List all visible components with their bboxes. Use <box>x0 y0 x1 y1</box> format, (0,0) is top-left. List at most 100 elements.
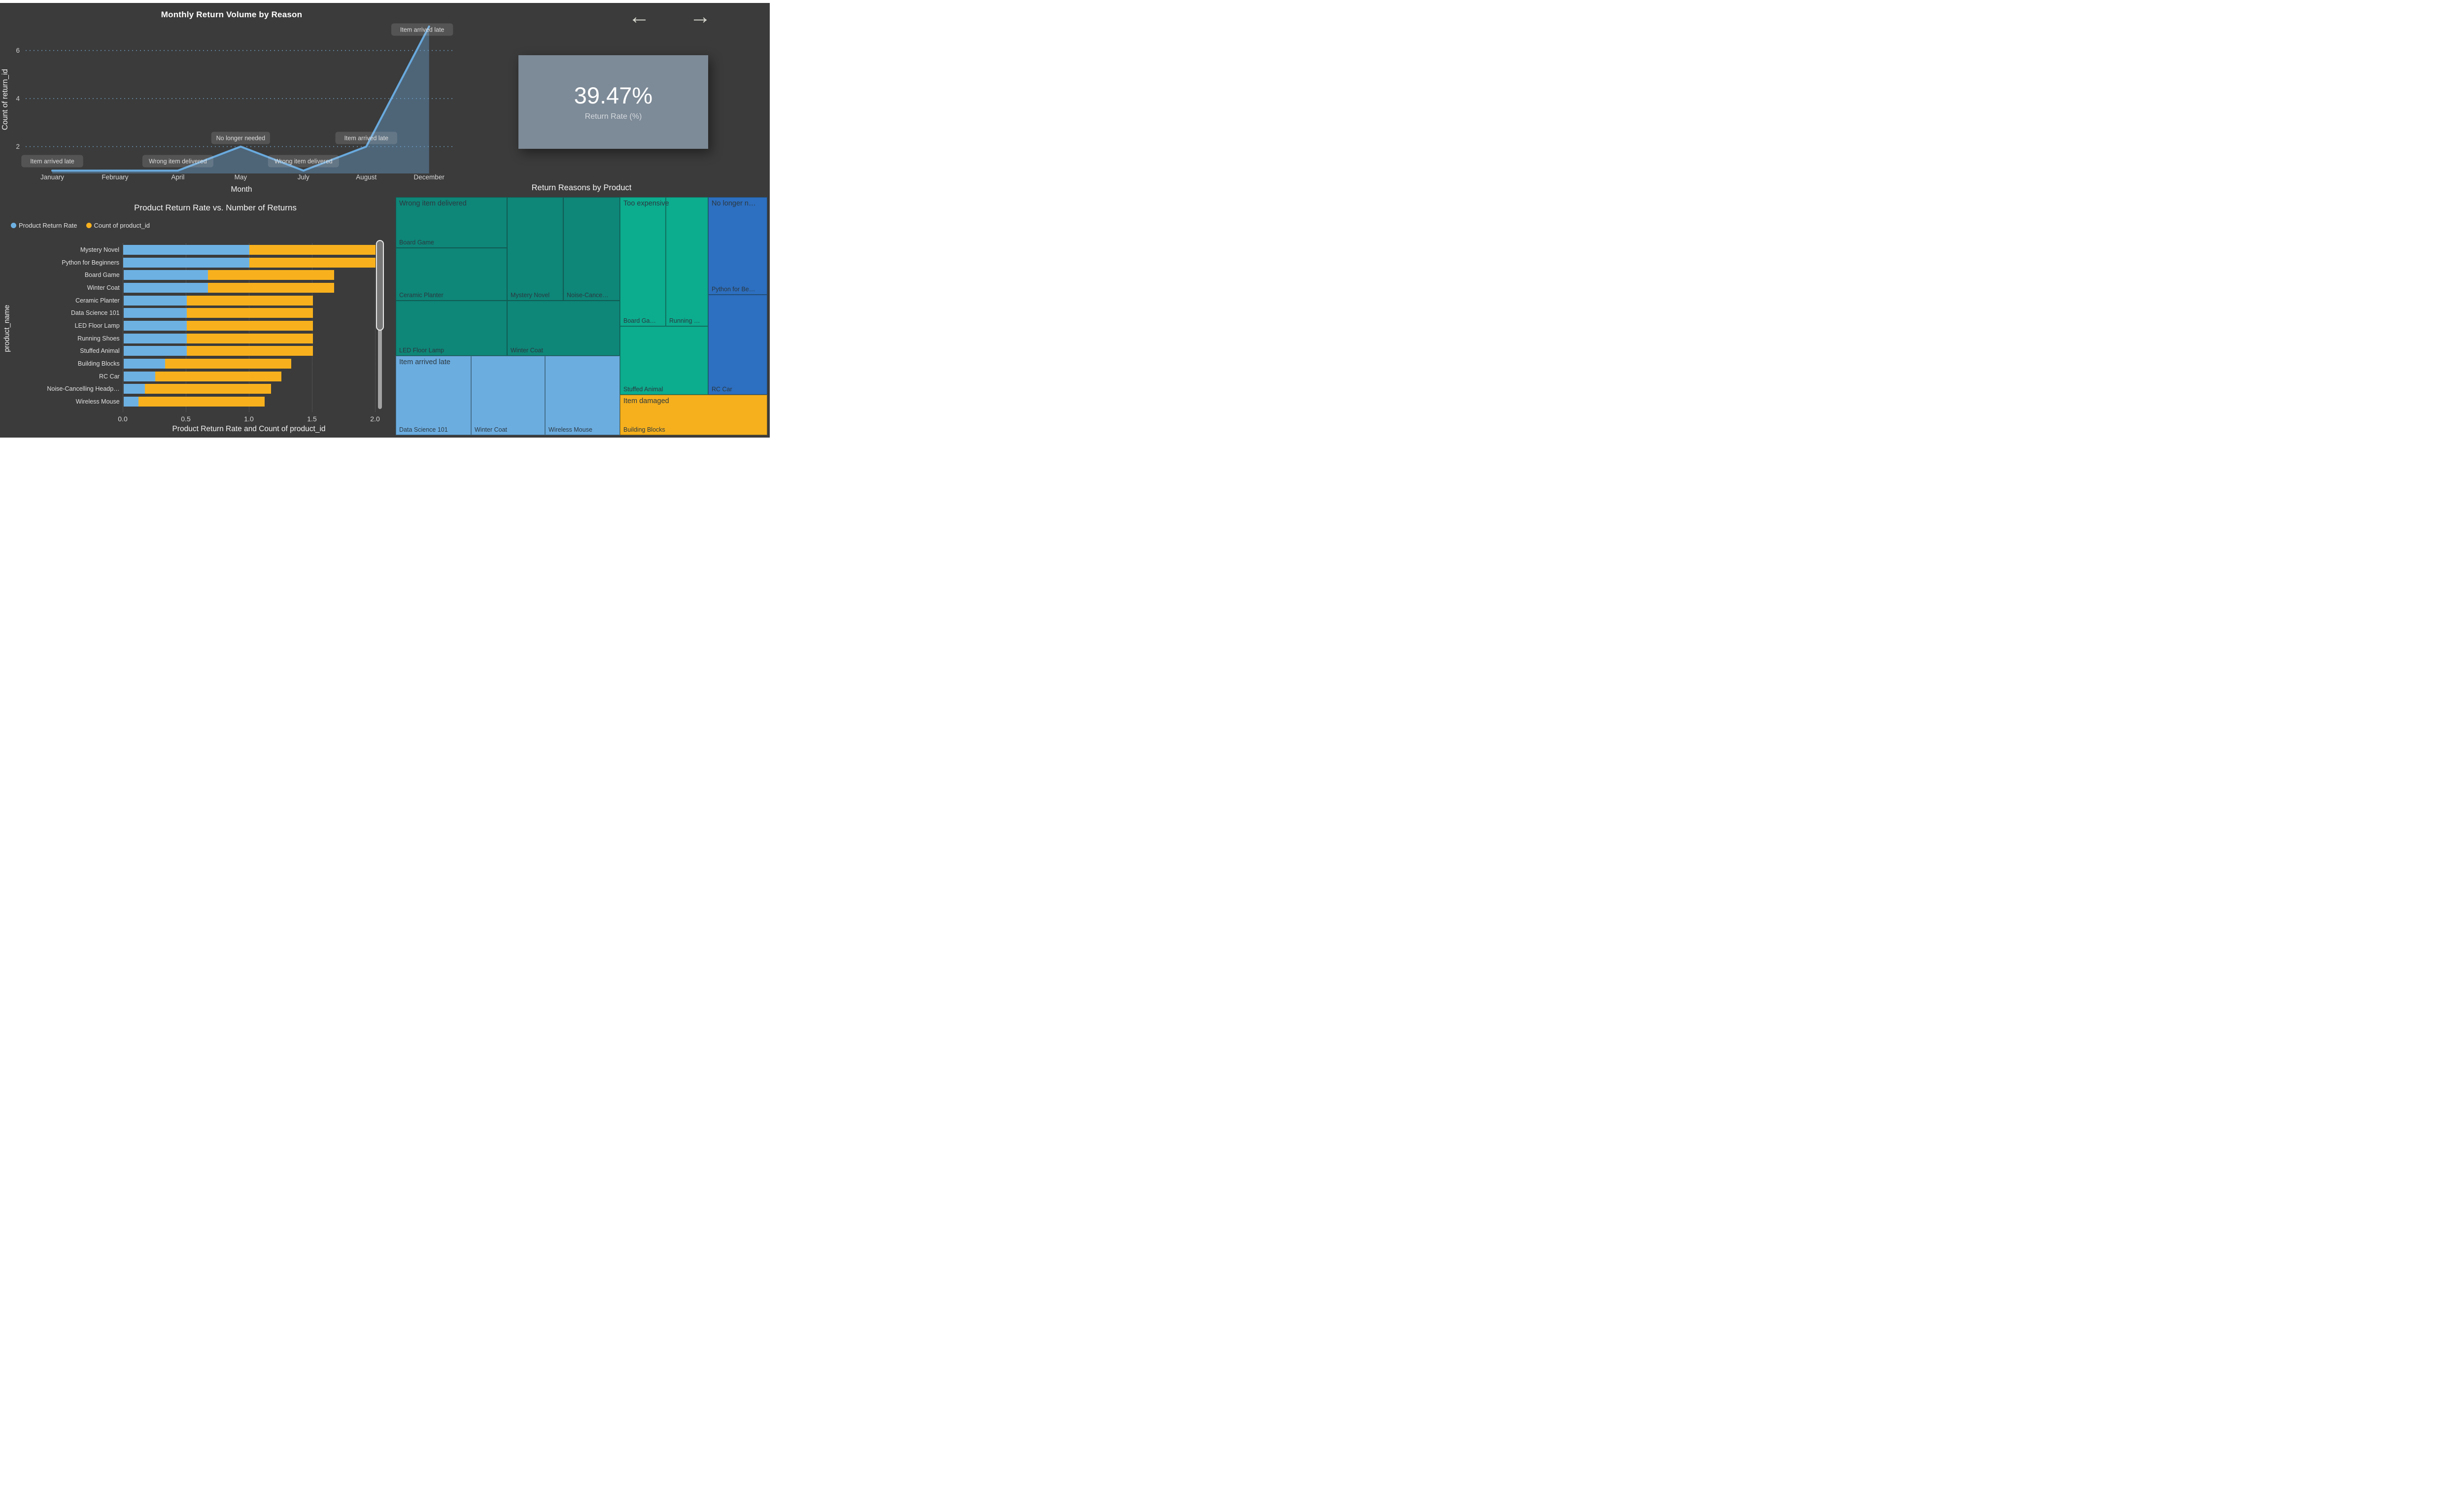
treemap-cell[interactable]: Noise-Cance… <box>563 197 620 301</box>
bar-row: Winter Coat <box>6 281 376 294</box>
bar-row-label: Stuffed Animal <box>80 347 120 355</box>
treemap-cell-label: LED Floor Lamp <box>399 347 445 354</box>
treemap-group-label: Item damaged <box>623 397 669 405</box>
x-tick-label: 2.0 <box>370 415 380 423</box>
reason-badge <box>21 155 83 168</box>
bar-track <box>123 244 376 255</box>
bar-segment-count[interactable] <box>186 346 313 356</box>
treemap-cell-label: Board Ga… <box>623 317 656 324</box>
treemap-cell[interactable]: Wireless Mouse <box>545 356 620 435</box>
reason-badge <box>268 155 339 168</box>
bar-row: Noise-Cancelling Headp… <box>6 383 376 396</box>
bar-segment-count[interactable] <box>186 295 313 306</box>
bar-segment-rate[interactable] <box>123 270 208 280</box>
bar-track <box>123 397 376 407</box>
bar-segment-rate[interactable] <box>123 371 155 381</box>
bar-chart-plot: Mystery Novel Python for Beginners Board G… <box>6 243 376 408</box>
treemap-cell[interactable]: Stuffed Animal <box>620 326 708 395</box>
bar-row: Python for Beginners <box>6 256 376 269</box>
bar-track <box>123 295 376 306</box>
bar-segment-rate[interactable] <box>123 359 166 369</box>
y-tick-label: 4 <box>16 95 20 102</box>
treemap-cell[interactable]: Ceramic Planter <box>396 248 507 301</box>
reason-badge-label: No longer needed <box>216 135 265 142</box>
treemap-group: Python for Be… RC Car No longer n… <box>708 197 767 395</box>
treemap-cell-label: RC Car <box>712 386 732 393</box>
treemap-chart: Board Game Ceramic Planter LED Floor Lamp M… <box>396 197 767 435</box>
bar-chart-x-ticks: 0.0 0.5 1.0 1.5 2.0 <box>6 415 380 423</box>
treemap-cell[interactable]: RC Car <box>708 295 767 395</box>
bar-track <box>123 384 376 394</box>
bar-segment-count[interactable] <box>145 384 272 394</box>
bar-segment-rate[interactable] <box>123 397 139 407</box>
x-tick-label: December <box>414 173 445 181</box>
nav-forward-icon[interactable]: → <box>689 4 711 29</box>
bar-chart-scrollbar-thumb[interactable] <box>376 240 384 331</box>
treemap-group: Board Ga… Running … Stuffed Animal Too expe… <box>620 197 708 395</box>
area-fill <box>52 26 429 173</box>
treemap-group-label: Item arrived late <box>399 358 450 366</box>
bar-chart-legend: Product Return Rate Count of product_id <box>11 222 150 229</box>
bar-segment-count[interactable] <box>186 308 313 318</box>
bar-segment-rate[interactable] <box>123 308 187 318</box>
bar-row-label: Python for Beginners <box>62 259 119 266</box>
y-tick-label: 2 <box>16 143 20 150</box>
bar-row-label: Running Shoes <box>77 335 120 342</box>
bar-segment-count[interactable] <box>155 371 281 381</box>
treemap-title: Return Reasons by Product <box>531 183 632 192</box>
bar-row: Wireless Mouse <box>6 395 376 408</box>
nav-back-icon[interactable]: ← <box>628 4 650 29</box>
bar-segment-rate[interactable] <box>123 320 187 331</box>
treemap-cell[interactable]: Building Blocks <box>620 395 767 435</box>
bar-segment-rate[interactable] <box>123 244 249 255</box>
bar-segment-rate[interactable] <box>123 384 145 394</box>
treemap-cell[interactable]: Running … <box>666 197 708 326</box>
bar-track <box>123 257 376 268</box>
reason-badge-label: Item arrived late <box>344 135 388 142</box>
reason-badge-label: Item arrived late <box>400 27 445 34</box>
bar-row-label: Wireless Mouse <box>75 398 120 406</box>
bar-segment-count[interactable] <box>249 257 376 268</box>
bar-segment-rate[interactable] <box>123 257 249 268</box>
treemap-group-label: No longer n… <box>712 200 756 207</box>
bar-segment-count[interactable] <box>138 397 265 407</box>
treemap-cell[interactable]: Winter Coat <box>507 301 620 356</box>
treemap-group: Board Game Ceramic Planter LED Floor Lamp M… <box>396 197 620 356</box>
bar-row-label: Noise-Cancelling Headp… <box>47 385 120 393</box>
treemap-cell[interactable]: Board Ga… <box>620 197 666 326</box>
bar-segment-count[interactable] <box>186 333 313 343</box>
bar-segment-count[interactable] <box>165 359 292 369</box>
kpi-label: Return Rate (%) <box>584 112 642 121</box>
bar-segment-count[interactable] <box>208 282 335 293</box>
bar-segment-count[interactable] <box>186 320 313 331</box>
bar-segment-count[interactable] <box>208 270 335 280</box>
treemap-cell[interactable]: Mystery Novel <box>507 197 563 301</box>
bar-row: Building Blocks <box>6 357 376 370</box>
treemap-cell[interactable]: Data Science 101 <box>396 356 471 435</box>
legend-item-count[interactable]: Count of product_id <box>86 222 150 229</box>
bar-row: Board Game <box>6 269 376 281</box>
treemap-group-label: Too expensive <box>623 200 669 207</box>
treemap-cell-label: Mystery Novel <box>511 292 550 299</box>
treemap-cell-label: Building Blocks <box>623 426 665 433</box>
treemap-cell[interactable]: LED Floor Lamp <box>396 301 507 356</box>
bar-segment-rate[interactable] <box>123 346 187 356</box>
legend-item-return-rate[interactable]: Product Return Rate <box>11 222 77 229</box>
line-chart-title: Monthly Return Volume by Reason <box>161 10 303 19</box>
reason-badge-label: Wrong item delivered <box>149 158 207 165</box>
treemap-cell[interactable]: Board Game <box>396 197 507 248</box>
reason-badge-label: Wrong item delivered <box>274 158 333 165</box>
bar-segment-rate[interactable] <box>123 295 187 306</box>
bar-row-label: Ceramic Planter <box>75 297 120 304</box>
treemap-cell-label: Data Science 101 <box>399 426 448 433</box>
bar-segment-count[interactable] <box>249 244 376 255</box>
treemap-group-label: Wrong item delivered <box>399 200 467 207</box>
bar-row: Mystery Novel <box>6 243 376 256</box>
treemap-cell[interactable]: Python for Be… <box>708 197 767 295</box>
bar-segment-rate[interactable] <box>123 333 187 343</box>
bar-track <box>123 333 376 343</box>
treemap-cell[interactable]: Winter Coat <box>471 356 545 435</box>
bar-segment-rate[interactable] <box>123 282 208 293</box>
treemap-group: Data Science 101 Winter Coat Wireless Mous… <box>396 356 620 435</box>
x-tick-label: August <box>356 173 376 181</box>
